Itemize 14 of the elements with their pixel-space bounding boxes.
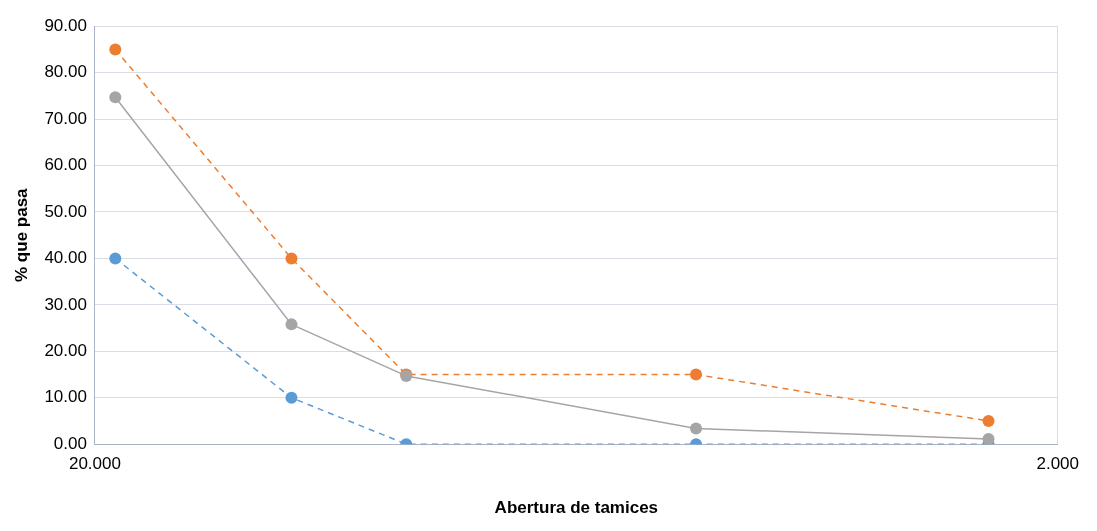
- y-tick-label: 0.00: [53, 433, 87, 453]
- y-tick-label: 50.00: [44, 201, 87, 221]
- x-tick-label: 2.000: [1036, 454, 1079, 474]
- y-tick-label: 80.00: [44, 62, 87, 82]
- y-tick-label: 40.00: [44, 248, 87, 268]
- y-tick-label: 30.00: [44, 294, 87, 314]
- y-tick-label: 60.00: [44, 155, 87, 175]
- x-tick-label: 20.000: [68, 454, 121, 474]
- y-tick-label: 10.00: [44, 387, 87, 407]
- x-axis-title: Abertura de tamices: [494, 498, 659, 518]
- y-axis-title: % que pasa: [11, 187, 31, 282]
- y-tick-label: 20.00: [44, 341, 87, 360]
- y-tick-label: 90.00: [44, 15, 87, 35]
- y-tick-label: 70.00: [44, 108, 87, 128]
